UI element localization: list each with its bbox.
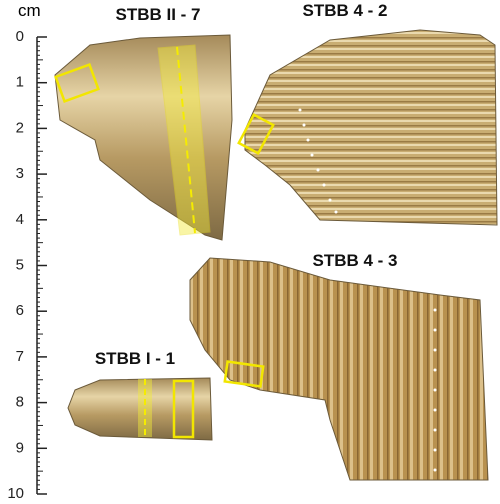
sample-label: STBB I - 1: [95, 349, 175, 368]
specimen-stbb-4-2: [237, 29, 498, 226]
sample-label: STBB II - 7: [115, 5, 200, 24]
tick-label: 6: [16, 302, 24, 319]
tick-label: 3: [16, 165, 24, 182]
tick-label: 5: [16, 256, 24, 273]
tick-label: 2: [16, 119, 24, 136]
sample-label: STBB 4 - 2: [302, 1, 387, 20]
tick-label: 4: [16, 211, 24, 228]
tick-label: 1: [16, 74, 24, 91]
ruler-ticks: 0 1 2 3 4 5 6 7 8 9 10: [7, 28, 47, 502]
tick-label: 10: [7, 485, 24, 502]
specimen-stbb-ii-7: [54, 34, 233, 241]
scale-unit: cm: [18, 1, 41, 20]
specimen-stbb-i-1: [67, 377, 213, 441]
specimen-stbb-4-3: [189, 257, 489, 481]
tick-label: 0: [16, 28, 24, 45]
tick-label: 7: [16, 348, 24, 365]
tick-label: 8: [16, 394, 24, 411]
tick-label: 9: [16, 439, 24, 456]
sample-label: STBB 4 - 3: [312, 251, 397, 270]
